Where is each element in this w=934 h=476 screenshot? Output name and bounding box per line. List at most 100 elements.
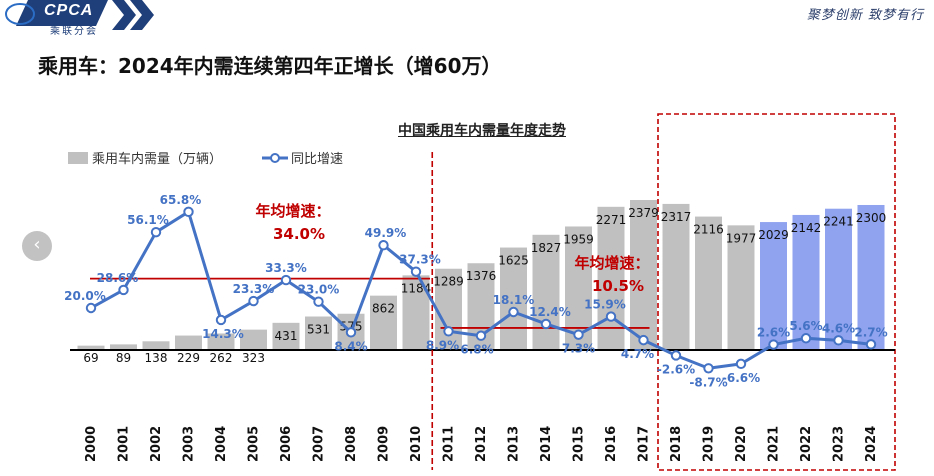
bar-value-label: 2116 <box>693 223 724 237</box>
x-tick-label: 2023 <box>832 426 847 462</box>
growth-point <box>768 339 779 350</box>
growth-value-label: -2.6% <box>657 362 695 376</box>
x-tick-label: 2008 <box>344 426 359 462</box>
bar <box>207 333 235 350</box>
growth-point <box>345 327 357 338</box>
bar-value-label: 138 <box>145 351 168 365</box>
growth-value-label: 14.3% <box>202 327 244 341</box>
growth-value-label: 23.3% <box>233 282 275 296</box>
page-title: 乘用车：2024年内需连续第四年正增长（增60万） <box>38 54 502 78</box>
growth-point <box>85 302 97 314</box>
x-tick-label: 2001 <box>117 426 132 462</box>
x-tick-label: 2022 <box>799 426 814 462</box>
highlight-box <box>657 113 896 471</box>
average-value: 10.5% <box>592 277 644 295</box>
growth-point <box>508 306 519 318</box>
growth-point <box>800 333 812 344</box>
legend-line-label: 同比增速 <box>291 152 343 167</box>
growth-point <box>703 363 714 374</box>
x-tick-label: 2004 <box>214 426 229 462</box>
growth-point <box>443 326 454 337</box>
bar <box>272 322 300 350</box>
x-tick-label: 2018 <box>669 426 684 462</box>
growth-value-label: -6.6% <box>722 371 760 385</box>
growth-value-label: 2.7% <box>854 325 887 339</box>
growth-value-label: -8.7% <box>689 375 727 389</box>
bar-value-label: 2241 <box>823 215 854 229</box>
x-tick-label: 2000 <box>84 426 99 462</box>
bar <box>77 345 105 350</box>
growth-value-label: 6.8% <box>460 343 493 357</box>
growth-value-label: 12.4% <box>529 305 571 319</box>
growth-point <box>410 266 422 277</box>
average-title: 年均增速： <box>574 254 649 272</box>
bar <box>240 329 267 350</box>
growth-point <box>638 334 649 346</box>
growth-point <box>475 330 487 341</box>
growth-value-label: 56.1% <box>127 213 169 227</box>
bar-value-label: 2300 <box>856 211 887 225</box>
bar-value-label: 431 <box>275 329 298 343</box>
legend-line-marker <box>270 153 280 163</box>
bar <box>760 222 787 350</box>
x-tick-label: 2007 <box>312 426 327 462</box>
growth-point <box>540 318 552 330</box>
bar <box>305 316 332 350</box>
bar-value-label: 1959 <box>563 232 594 246</box>
growth-value-label: 49.9% <box>365 226 407 240</box>
bar <box>597 206 625 350</box>
x-tick-label: 2012 <box>474 426 489 462</box>
slogan: 聚梦创新 致梦有行 <box>806 8 924 23</box>
growth-point <box>833 335 844 346</box>
growth-point <box>248 295 259 307</box>
average-value: 34.0% <box>273 225 325 243</box>
growth-point <box>573 329 584 340</box>
x-tick-label: 2013 <box>507 426 522 462</box>
growth-point <box>280 274 292 286</box>
growth-value-label: 8.4% <box>334 339 367 353</box>
growth-point <box>378 240 389 251</box>
x-tick-label: 2011 <box>442 426 457 462</box>
bar <box>142 341 170 350</box>
bar <box>857 204 885 350</box>
header-banner <box>5 0 154 30</box>
growth-value-label: 18.1% <box>493 293 535 307</box>
bar <box>727 225 755 350</box>
growth-point <box>670 350 682 361</box>
logo-swoosh-icon <box>5 3 35 25</box>
growth-point <box>215 314 227 326</box>
bar-value-label: 1625 <box>498 254 529 268</box>
logo-text: CPCA <box>44 2 94 19</box>
growth-value-label: 37.3% <box>399 253 441 267</box>
growth-point <box>735 358 747 370</box>
legend-bar-label: 乘用车内需量（万辆） <box>92 151 222 167</box>
x-tick-label: 2021 <box>767 426 782 462</box>
previous-slide-button[interactable]: ‹ <box>22 231 52 261</box>
bar <box>630 200 657 350</box>
bar <box>370 295 397 350</box>
growth-point <box>183 206 194 218</box>
growth-value-label: 20.0% <box>64 289 106 303</box>
bar <box>532 234 560 350</box>
x-tick-label: 2015 <box>572 426 587 462</box>
x-tick-label: 2009 <box>377 426 392 462</box>
bar <box>500 247 527 350</box>
x-tick-label: 2024 <box>864 426 879 462</box>
x-tick-label: 2002 <box>149 426 164 462</box>
bar-value-label: 1376 <box>466 269 497 283</box>
bar-value-label: 2271 <box>596 213 627 227</box>
bar <box>825 208 852 350</box>
growth-point <box>313 296 324 307</box>
header-bar: CPCA 乘联分会 聚梦创新 致梦有行 <box>0 0 934 37</box>
x-tick-label: 2016 <box>604 426 619 462</box>
chart-title: 中国乘用车内需量年度走势 <box>398 123 566 139</box>
bar-value-label: 1827 <box>531 241 562 255</box>
growth-value-label: 23.0% <box>298 283 340 297</box>
growth-point <box>605 311 617 322</box>
growth-value-label: 28.6% <box>97 271 139 285</box>
bar-value-label: 323 <box>242 351 265 365</box>
bar <box>175 335 202 350</box>
logo-subtext: 乘联分会 <box>50 26 98 37</box>
bar-value-label: 2317 <box>661 210 692 224</box>
